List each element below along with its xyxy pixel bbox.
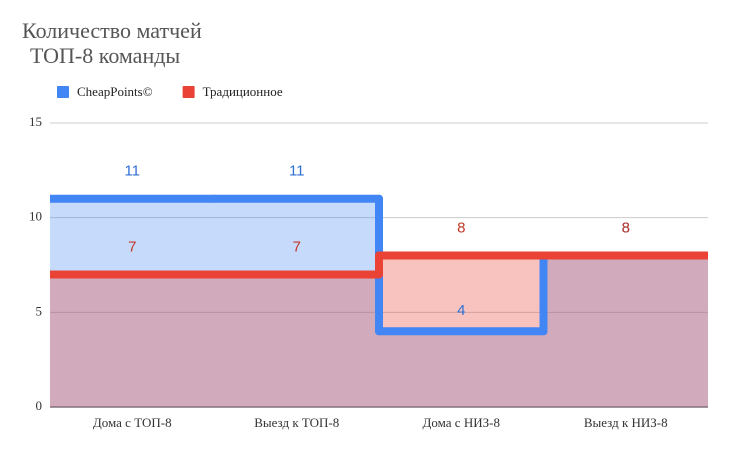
y-tick-label: 0 [36,398,43,413]
chart-title: Количество матчей [22,18,202,43]
legend-swatch [182,86,195,98]
legend-label: Традиционное [203,84,283,99]
area-step [50,198,215,407]
area-step [214,274,379,407]
data-label: 4 [457,302,465,319]
x-tick-label: Выезд к НИЗ-8 [584,415,668,430]
data-label: 7 [293,238,301,255]
chart-title: ТОП-8 команды [30,43,180,68]
data-label: 8 [457,220,465,237]
legend-label: CheapPoints© [77,84,153,99]
data-label: 11 [124,163,140,180]
x-tick-label: Дома с НИЗ-8 [423,415,500,430]
area-step [214,198,379,407]
area-step [50,274,215,407]
area-step [543,255,708,407]
y-tick-label: 15 [29,114,42,129]
data-label: 8 [622,220,630,237]
data-label: 11 [289,163,305,180]
x-tick-label: Дома с ТОП-8 [93,415,172,430]
legend-swatch [57,86,69,98]
y-tick-label: 5 [36,303,43,318]
data-label: 7 [128,238,136,255]
area-step [543,255,708,407]
data-label: 8 [622,220,630,237]
area-step [379,331,544,407]
x-tick-label: Выезд к ТОП-8 [254,415,339,430]
y-tick-label: 10 [29,209,42,224]
